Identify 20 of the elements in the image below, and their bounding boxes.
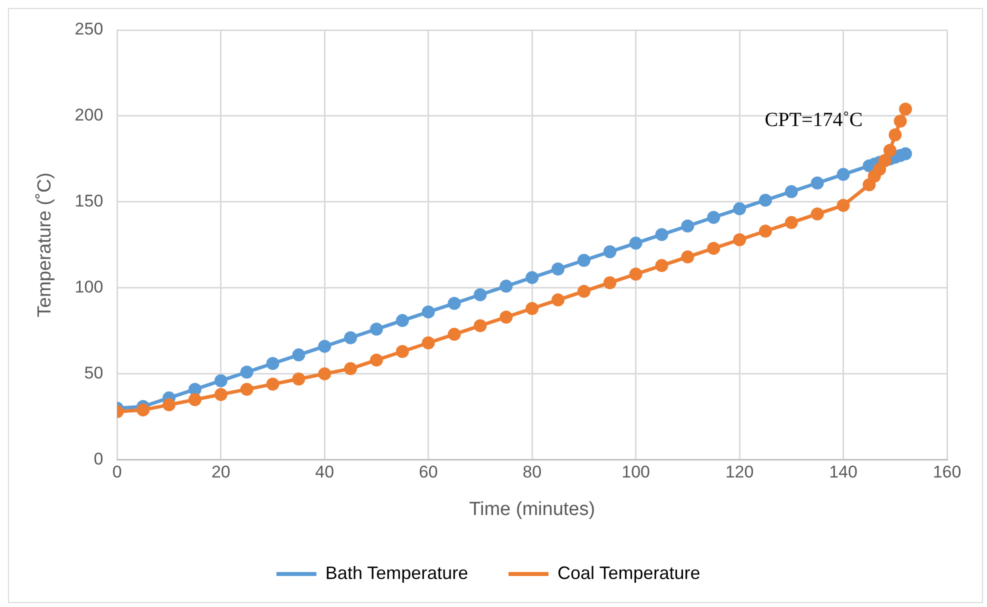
y-tick-label: 0	[94, 449, 104, 468]
x-axis-title: Time (minutes)	[469, 498, 596, 520]
x-tick-label: 0	[112, 462, 122, 482]
y-tick-label: 100	[74, 278, 104, 297]
x-tick-label: 40	[315, 462, 334, 482]
x-tick-label: 140	[829, 462, 858, 482]
x-tick-label: 20	[211, 462, 230, 482]
y-axis-title: Temperature (˚C)	[34, 172, 56, 318]
y-tick-label: 150	[74, 192, 104, 211]
x-tick-label: 100	[622, 462, 650, 482]
x-tick-label: 60	[418, 462, 438, 482]
x-tick-label: 120	[725, 462, 754, 482]
y-tick-label: 200	[74, 106, 104, 125]
y-tick-label: 250	[74, 20, 104, 39]
legend-label: Bath Temperature	[325, 562, 468, 583]
x-tick-label: 80	[522, 462, 542, 482]
y-tick-label: 50	[84, 364, 104, 383]
legend-label: Coal Temperature	[558, 562, 700, 583]
annotation: CPT=174˚C	[764, 108, 863, 131]
x-tick-label: 160	[932, 462, 962, 482]
